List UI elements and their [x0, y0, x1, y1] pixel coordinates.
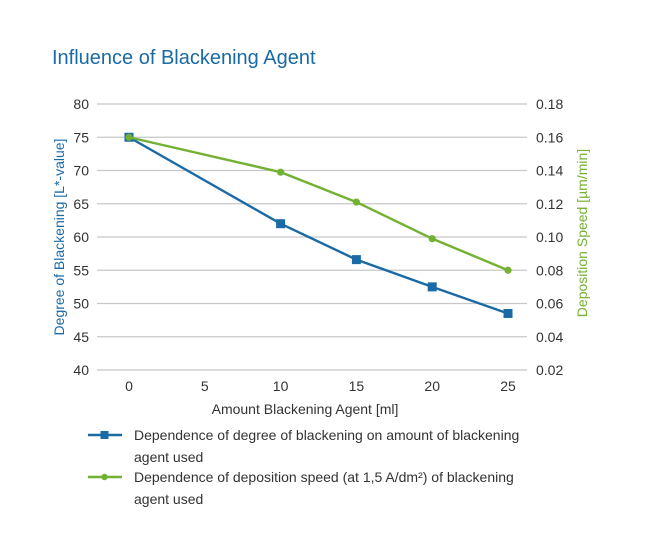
legend-label: agent used [134, 491, 203, 507]
right-y-tick-label: 0.14 [536, 163, 563, 179]
x-axis-title: Amount Blackening Agent [ml] [212, 401, 399, 417]
x-tick-label: 20 [424, 378, 440, 394]
data-point-marker [352, 198, 360, 206]
right-y-tick-label: 0.02 [536, 362, 563, 378]
data-point-marker [351, 255, 361, 265]
left-y-tick-label: 40 [73, 362, 89, 378]
x-tick-label: 10 [273, 378, 289, 394]
left-y-tick-label: 80 [73, 96, 89, 112]
x-tick-label: 0 [125, 378, 133, 394]
left-y-tick-label: 50 [73, 296, 89, 312]
right-y-tick-label: 0.16 [536, 129, 563, 145]
legend-label: Dependence of deposition speed (at 1,5 A… [134, 469, 514, 485]
left-y-tick-label: 65 [73, 196, 89, 212]
x-tick-label: 5 [201, 378, 209, 394]
x-tick-label: 25 [500, 378, 516, 394]
x-tick-label: 15 [349, 378, 365, 394]
left-y-tick-label: 75 [73, 129, 89, 145]
right-y-tick-label: 0.08 [536, 262, 563, 278]
right-y-tick-label: 0.12 [536, 196, 563, 212]
legend-label: Dependence of degree of blackening on am… [134, 427, 519, 443]
data-point-marker [276, 219, 286, 229]
gridlines [97, 103, 527, 371]
data-point-marker [428, 235, 436, 243]
legend-marker [100, 431, 109, 439]
right-y-axis-ticks: 0.02 0.04 0.06 0.08 0.10 0.12 0.14 0.16 0.18 [536, 96, 563, 378]
left-y-axis-title: Degree of Blackening [L*-value] [51, 139, 67, 336]
left-y-tick-label: 60 [73, 229, 89, 245]
left-y-axis-ticks: 40 45 50 55 60 65 70 75 80 [73, 96, 89, 378]
data-point-marker [503, 308, 513, 318]
right-y-axis-title: Deposition Speed [µm/min] [574, 149, 590, 317]
left-y-tick-label: 45 [73, 329, 89, 345]
data-point-marker [504, 266, 512, 274]
legend-marker [101, 473, 108, 481]
data-point-marker [125, 133, 133, 141]
legend-label: agent used [134, 449, 203, 465]
right-y-tick-label: 0.04 [536, 329, 563, 345]
right-y-tick-label: 0.18 [536, 96, 563, 112]
chart-title: Influence of Blackening Agent [52, 47, 316, 69]
data-point-marker [427, 282, 437, 292]
data-series [124, 132, 513, 318]
x-axis-ticks: 0 5 10 15 20 25 [125, 378, 516, 394]
right-y-tick-label: 0.10 [536, 229, 563, 245]
left-y-tick-label: 55 [73, 262, 89, 278]
right-y-tick-label: 0.06 [536, 296, 563, 312]
data-point-marker [277, 168, 285, 176]
series-line [128, 136, 509, 315]
legend: Dependence of degree of blackening on am… [88, 427, 519, 507]
left-y-tick-label: 70 [73, 163, 89, 179]
